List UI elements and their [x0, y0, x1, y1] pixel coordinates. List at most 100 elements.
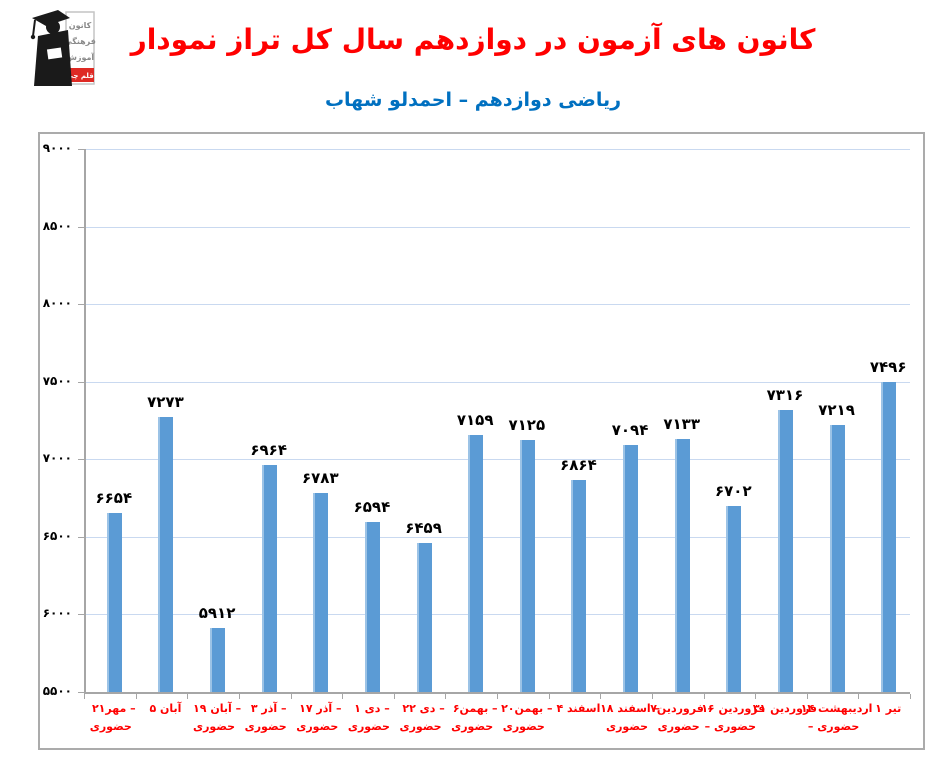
bar-value-label: ۷۳۱۶	[766, 386, 804, 405]
bar	[158, 416, 174, 692]
bar	[829, 425, 845, 692]
gridline	[84, 226, 910, 228]
x-axis-line	[84, 692, 910, 694]
bar	[313, 492, 329, 692]
x-axis-tick-label-line2: حضوری	[296, 720, 339, 733]
x-axis-tick-label-line2: حضوری	[657, 720, 700, 733]
y-axis-tick-label: ۸۰۰۰	[42, 296, 72, 311]
x-axis-tick	[497, 694, 498, 699]
x-axis-tick-label: ۷فروردین –	[650, 702, 714, 715]
bars-layer: ۶۶۵۴ ۷۲۷۳ ۵۹۱۲ ۶۹۶۴ ۶۷۸۳ ۶۵۹۴ ۶۴۵۹ ۷۱۵۹ ۷۱۲۵ ۶۸۶۴…	[40, 134, 923, 748]
x-axis-tick-label: ۱۶ فروردین	[701, 702, 766, 715]
y-axis-tick-label: ۶۰۰۰	[42, 606, 72, 621]
x-axis-tick-label: ۱۹ آبان –	[193, 702, 242, 715]
graduate-logo-icon: کانون فرهنگی آموزش قلم چی	[30, 10, 96, 86]
x-axis-tick-label-line2: حضوری	[451, 720, 494, 733]
bar-value-label: ۷۱۳۳	[663, 414, 700, 433]
x-axis-tick	[393, 694, 395, 699]
y-axis-tick-label: ۷۵۰۰	[42, 373, 72, 388]
logo-text-line3: آموزش	[66, 52, 95, 63]
x-axis-tick-label-line2: حضوری	[606, 720, 649, 733]
x-axis-tick	[290, 694, 292, 699]
x-axis-tick	[342, 694, 344, 699]
bar	[726, 505, 742, 692]
gridline	[84, 459, 910, 461]
x-axis-tick-label: ۳ آذر –	[250, 702, 287, 715]
y-axis-tick-label: ۵۵۰۰	[42, 684, 72, 698]
x-axis-tick-label-line2: حضوری	[399, 720, 442, 733]
y-axis-tick	[78, 459, 84, 461]
y-axis-tick	[78, 614, 84, 616]
x-axis: ۲۱مهر – حضوری ۵ آبان ۱۹ آبان – حضوری ۳ آذر – ح…	[40, 134, 923, 748]
gridline	[84, 381, 910, 383]
x-axis-tick-label: ۵ آبان	[149, 702, 182, 715]
gridline	[84, 304, 910, 306]
y-axis-tick	[78, 304, 84, 306]
bar-value-label: ۵۹۱۲	[198, 604, 236, 623]
y-axis-tick	[78, 149, 84, 150]
x-axis-tick-label: ۱ تیر	[875, 702, 902, 715]
y-axis-tick	[78, 381, 84, 383]
x-axis-tick-label: ۴ اسفند	[556, 702, 601, 715]
y-axis-tick-label: ۶۵۰۰	[42, 528, 72, 543]
bar	[210, 628, 226, 692]
bar-value-label: ۷۲۱۹	[818, 401, 855, 420]
logo-text-line2: فرهنگی	[64, 36, 96, 46]
x-axis-tick	[806, 694, 808, 699]
y-axis-tick	[78, 226, 84, 228]
x-axis-tick	[84, 694, 85, 699]
x-axis-tick-label-line2: حضوری	[502, 720, 545, 733]
bar	[261, 464, 277, 692]
y-axis-tick-label: ۹۰۰۰	[42, 141, 72, 155]
x-axis-tick	[858, 694, 860, 699]
x-axis-tick	[703, 694, 705, 699]
y-axis-tick	[78, 536, 84, 538]
x-axis-tick-label-line2: حضوری	[193, 720, 236, 733]
bar-value-label: ۷۱۵۹	[456, 410, 494, 429]
bar-value-label: ۶۵۹۴	[353, 498, 391, 517]
gridline	[84, 614, 910, 616]
x-axis-tick	[755, 694, 757, 699]
bar	[777, 410, 793, 692]
x-axis-tick-label: ۶بهمن –	[452, 702, 498, 715]
x-axis-tick	[651, 694, 653, 699]
chart-area: ۹۰۰۰ ۸۵۰۰ ۸۰۰۰ ۷۵۰۰ ۷۰۰۰ ۶۵۰۰ ۶۰۰۰ ۵۵۰۰ ۶۶۵۴ ۷۲۷…	[38, 132, 925, 750]
bar-value-label: ۶۸۶۴	[560, 456, 597, 475]
x-axis-tick-label: ۱۷ آذر –	[299, 702, 342, 715]
x-axis-tick	[135, 694, 137, 699]
bar-value-label: ۶۷۰۲	[715, 481, 752, 500]
bar-value-label: ۷۲۷۳	[147, 392, 184, 411]
x-axis-tick-label: ۲۰بهمن –	[501, 702, 553, 715]
bar	[571, 480, 587, 692]
bar	[468, 434, 484, 692]
x-axis-tick-label: ۲۱مهر –	[91, 702, 136, 715]
y-axis-tick	[78, 692, 84, 693]
logo-text-line1: کانون	[69, 21, 92, 30]
bar	[364, 522, 380, 692]
bar-value-label: ۷۱۲۵	[508, 415, 546, 434]
bar	[106, 512, 122, 692]
x-axis-tick-label-line2: حضوری	[89, 720, 132, 733]
x-axis-tick-label: ۳۱ فروردین	[752, 702, 818, 715]
y-axis-tick-label: ۸۵۰۰	[42, 218, 72, 233]
x-axis-tick	[445, 694, 447, 699]
chart-title: نمودار تراز کل سال دوازدهم در آزمون های …	[130, 23, 816, 56]
gridline	[84, 536, 910, 538]
y-axis-line	[84, 149, 86, 692]
x-axis-tick-label-line2: حضوری	[244, 720, 287, 733]
x-axis-tick-label: ۱ دی –	[354, 702, 390, 715]
bar-value-label: ۷۰۹۴	[611, 420, 649, 439]
x-axis-tick-label-line2: – حضوری	[807, 720, 860, 733]
bar	[416, 543, 432, 692]
y-axis: ۹۰۰۰ ۸۵۰۰ ۸۰۰۰ ۷۵۰۰ ۷۰۰۰ ۶۵۰۰ ۶۰۰۰ ۵۵۰۰	[40, 134, 923, 748]
gridlines-layer	[40, 134, 923, 748]
bar-value-label: ۶۷۸۳	[302, 468, 339, 487]
bar-value-label: ۶۶۵۴	[95, 488, 133, 507]
bar	[674, 438, 690, 692]
x-axis-tick-label-line2: – حضوری	[704, 720, 757, 733]
x-axis-tick	[548, 694, 550, 699]
x-axis-tick	[600, 694, 602, 699]
bar-value-label: ۶۴۵۹	[405, 519, 442, 538]
graduate-figure	[30, 10, 72, 86]
